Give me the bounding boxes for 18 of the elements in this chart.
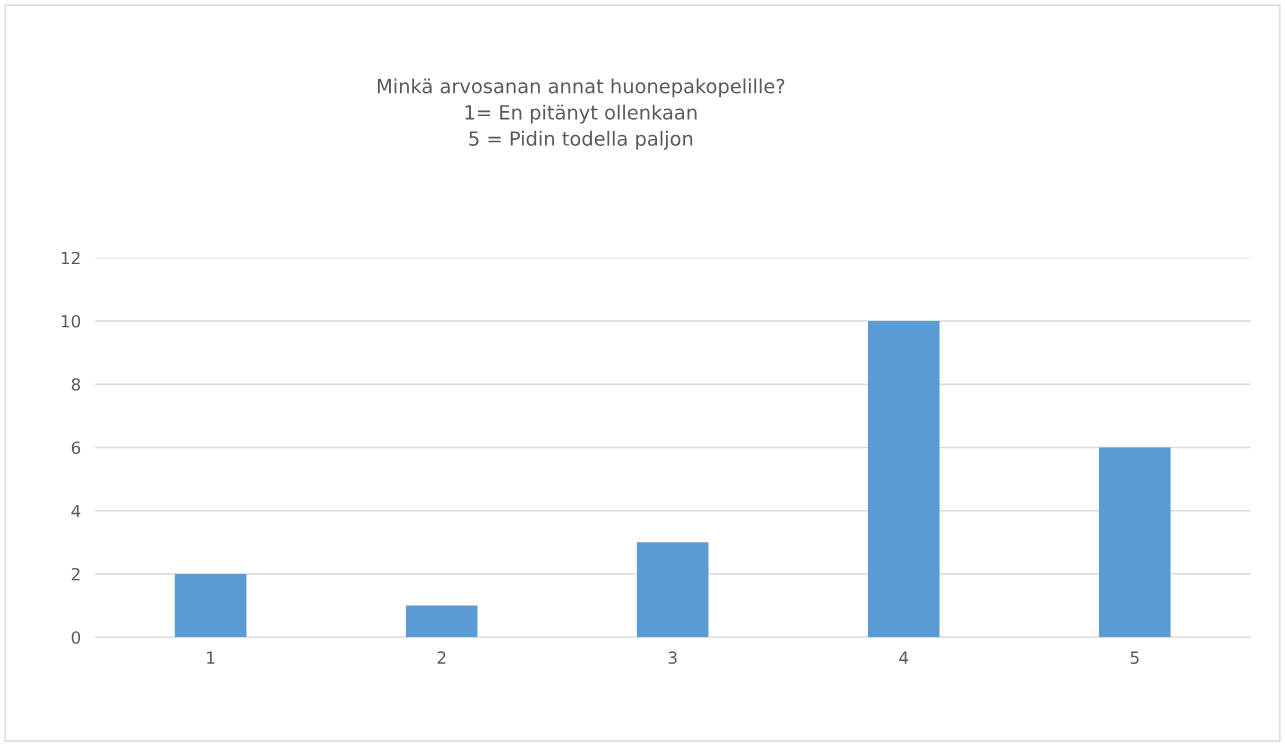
x-tick-label: 2 bbox=[437, 651, 446, 664]
chart-title: Minkä arvosanan annat huonepakopelille? 1= En pitänyt ollenkaan 5 = Pidin todella paljon bbox=[377, 78, 785, 150]
y-tick-label: 6 bbox=[71, 441, 81, 455]
x-tick-label: 3 bbox=[668, 651, 677, 664]
y-tick-label: 10 bbox=[61, 314, 81, 328]
x-tick-label: 5 bbox=[1130, 651, 1139, 664]
bar bbox=[1098, 447, 1171, 638]
y-tick-label: 2 bbox=[71, 567, 80, 581]
y-tick-label: 0 bbox=[71, 631, 81, 644]
y-tick-label: 12 bbox=[61, 251, 80, 265]
y-tick-label: 8 bbox=[71, 378, 81, 391]
x-tick-label: 1 bbox=[207, 651, 215, 664]
y-tick-label: 4 bbox=[71, 504, 81, 518]
x-tick-label: 4 bbox=[899, 651, 909, 664]
bar bbox=[636, 542, 709, 638]
bar bbox=[867, 320, 940, 638]
bar bbox=[174, 573, 247, 638]
bar bbox=[405, 605, 478, 638]
